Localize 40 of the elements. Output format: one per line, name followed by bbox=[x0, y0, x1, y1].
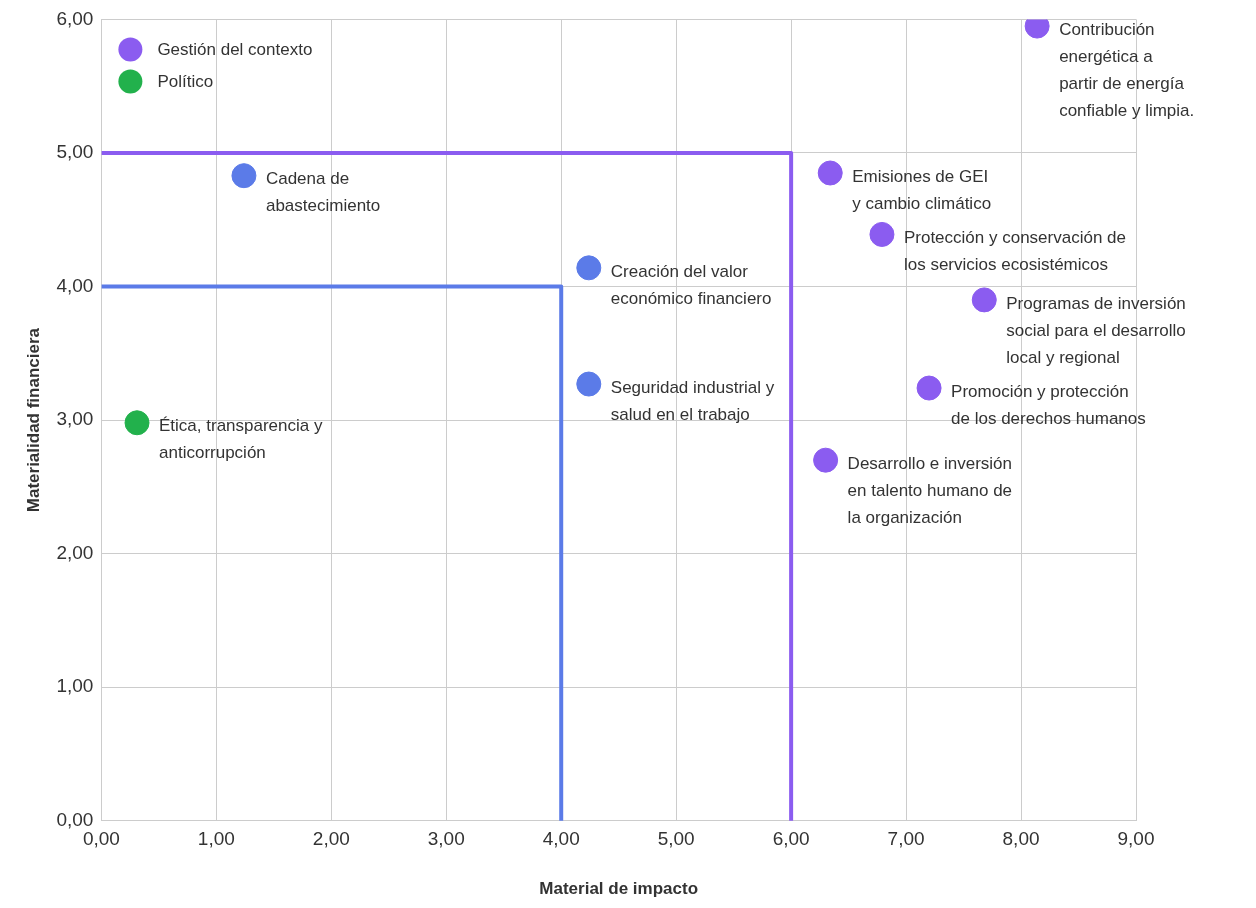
point bbox=[231, 163, 257, 189]
point bbox=[576, 255, 602, 281]
point bbox=[971, 287, 997, 313]
y-tick-label: 3,00 bbox=[56, 408, 94, 430]
annotation: Promoción y protección de los derechos humanos bbox=[951, 381, 1146, 428]
point bbox=[869, 221, 895, 247]
annotation: Creación del valor económico financiero bbox=[610, 261, 772, 308]
x-tick-label: 1,00 bbox=[197, 828, 235, 850]
point bbox=[124, 410, 150, 436]
annotation: Seguridad industrial y salud en el trabajo bbox=[610, 377, 775, 424]
annotation: Cadena de abastecimiento bbox=[265, 169, 381, 216]
y-tick-label: 0,00 bbox=[56, 809, 94, 831]
legend-label: Gestión del contexto bbox=[157, 40, 313, 60]
x-tick-label: 6,00 bbox=[772, 828, 810, 850]
point bbox=[576, 371, 602, 397]
legend-label: Político bbox=[157, 72, 214, 92]
annotation: Protección y conservación de los servicios ecosistémicos bbox=[903, 228, 1127, 275]
x-axis-title: Material de impacto bbox=[539, 879, 699, 899]
x-tick-label: 8,00 bbox=[1002, 828, 1040, 850]
y-tick-label: 6,00 bbox=[56, 7, 94, 29]
x-tick-label: 7,00 bbox=[887, 828, 925, 850]
y-tick-label: 4,00 bbox=[56, 274, 94, 296]
x-tick-label: 2,00 bbox=[312, 828, 350, 850]
point bbox=[813, 447, 839, 473]
point bbox=[916, 375, 942, 401]
x-tick-label: 9,00 bbox=[1117, 828, 1155, 850]
annotation: Programas de inversión social para el desarrollo local y regional bbox=[1006, 293, 1186, 367]
annotation: Emisiones de GEI y cambio climático bbox=[852, 166, 992, 213]
x-tick-label: 4,00 bbox=[542, 828, 580, 850]
annotation: Ética, transparencia y anticorrupción bbox=[159, 416, 323, 463]
x-tick-label: 0,00 bbox=[82, 828, 120, 850]
y-axis-title: Materialidad financiera bbox=[23, 327, 43, 513]
y-tick-label: 5,00 bbox=[56, 141, 94, 163]
y-tick-label: 1,00 bbox=[56, 675, 94, 697]
x-tick-label: 5,00 bbox=[657, 828, 695, 850]
point bbox=[817, 160, 843, 186]
x-tick-label: 3,00 bbox=[427, 828, 465, 850]
annotation: Desarrollo e inversión en talento humano de la organización bbox=[847, 453, 1013, 527]
y-tick-label: 2,00 bbox=[56, 541, 94, 563]
annotation: Contribución energética a partir de energía confiable y limpia. bbox=[1059, 19, 1195, 120]
